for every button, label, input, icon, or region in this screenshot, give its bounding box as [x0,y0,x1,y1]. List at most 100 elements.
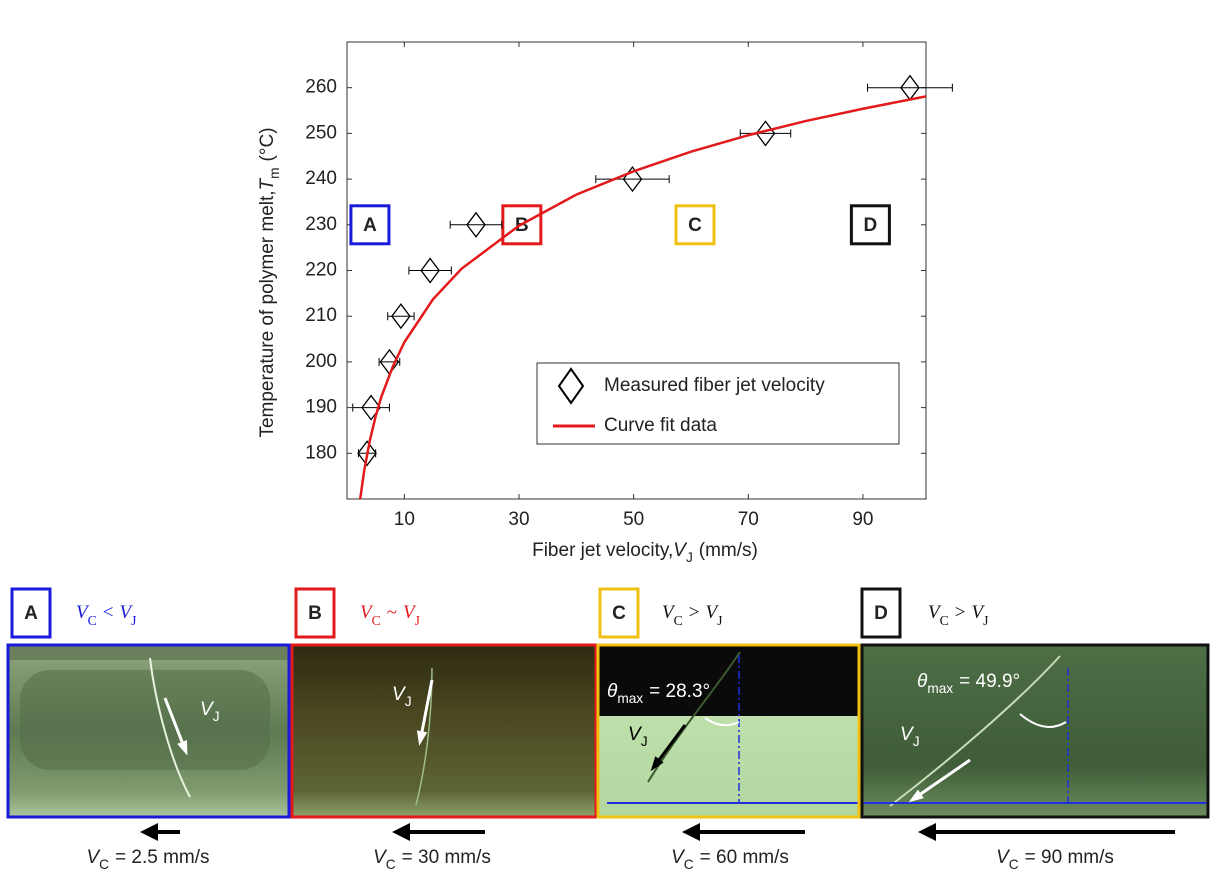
panel-condition-part: J [717,613,723,628]
speed-label-part: C [684,857,694,872]
panel-condition-part: V [662,602,676,623]
speed-label-part: V [373,847,388,868]
panel-condition-part: < [103,602,114,623]
panel-label: D [874,603,888,624]
speed-label: VC = 90 mm/s [996,847,1114,872]
error-bar [739,129,792,138]
jet-label-part: V [200,699,215,720]
angle-label-part: max [927,681,953,696]
x-tick-label: 10 [394,509,415,530]
jet-label-part: V [900,724,915,745]
panel-condition-part: V [971,602,985,623]
angle-arc [1019,713,1067,728]
panel-condition: VC < VJ [76,602,137,627]
region-box [674,204,716,246]
photo-a-plate [8,646,289,660]
cylinder-arrow-head [682,823,700,841]
speed-label-part: V [86,847,101,868]
y-tick-label: 200 [305,351,337,372]
error-bar [867,83,953,92]
photo-d [863,646,1208,816]
legend-marker [557,367,585,405]
angle-label: θmax = 28.3° [607,681,710,706]
legend-label: Curve fit data [604,415,717,436]
jet-label-part: J [641,734,648,749]
y-axis-label-part: (°C) [257,127,278,161]
y-tick-label: 230 [305,214,337,235]
speed-label-part: V [671,847,686,868]
data-point [420,257,440,284]
region-box [349,204,391,246]
photo-a-shade [20,670,270,770]
jet-arrow-head [908,789,924,803]
jet-label: VJ [392,684,412,709]
panel-condition-part: J [983,613,989,628]
error-bar [408,266,452,275]
panel-condition-part: V [403,602,417,623]
panel-condition: VC ~ VJ [360,602,421,627]
jet-label-part: V [392,684,407,705]
panel-condition-part: C [372,613,381,628]
region-label: A [363,215,377,236]
jet-label: VJ [628,724,648,749]
photos [8,646,1209,816]
speed-label: VC = 2.5 mm/s [86,847,209,872]
panel-condition-part: ~ [387,602,397,623]
x-tick-label: 50 [623,509,644,530]
panel-condition-part: > [955,602,966,623]
panel-condition-part: J [131,613,137,628]
speed-label-part: = 90 mm/s [1025,847,1114,868]
y-axis-label: Temperature of polymer melt,Tm (°C) [257,127,282,437]
panel-label: A [24,603,38,624]
panel-label-box [294,587,336,639]
panel-condition-part: V [360,602,374,623]
panel-frame [6,643,291,819]
y-tick-label: 240 [305,168,337,189]
error-bar [352,403,390,412]
panel-condition-part: C [674,613,683,628]
speed-label-part: C [386,857,396,872]
speed-label-part: V [996,847,1011,868]
fiber [149,657,191,798]
y-axis-label-part: Temperature of polymer melt, [257,190,278,437]
region-label: D [864,215,878,236]
panel-condition-part: C [88,613,97,628]
panel-label: C [612,603,626,624]
cylinder-arrow-head [918,823,936,841]
jet-arrow-head [416,730,428,746]
x-tick-label: 90 [852,509,873,530]
jet-arrow-head [650,756,664,772]
panel-label: B [308,603,322,624]
photo-b [293,646,596,816]
y-tick-label: 260 [305,77,337,98]
jet-label-part: J [405,694,412,709]
x-axis-label-part: J [686,550,693,565]
x-axis-label-part: Fiber jet velocity, [532,540,673,561]
data-point [466,211,486,238]
speed-label-part: C [1009,857,1019,872]
jet-arrow-head [177,740,188,756]
data-point [357,440,377,467]
y-tick-label: 180 [305,442,337,463]
x-tick-label: 30 [508,509,529,530]
jet-label-part: V [628,724,643,745]
panel-condition-part: V [705,602,719,623]
jet-label-part: J [213,709,220,724]
jet-label-part: J [913,734,920,749]
panel-label-box [860,587,902,639]
panel-frame [596,643,861,819]
panel-condition-part: C [940,613,949,628]
y-tick-label: 220 [305,260,337,281]
jet-label: VJ [200,699,220,724]
fiber [889,655,1061,807]
region-box [849,204,891,246]
error-bar [595,175,670,184]
angle-label-part: = 49.9° [959,671,1020,692]
panel-condition-part: > [689,602,700,623]
panel-condition: VC > VJ [662,602,723,627]
speed-label-part: = 60 mm/s [700,847,789,868]
panel-condition-part: J [415,613,421,628]
y-axis-label-part: T [257,177,278,190]
x-axis-label-part: V [673,540,688,561]
